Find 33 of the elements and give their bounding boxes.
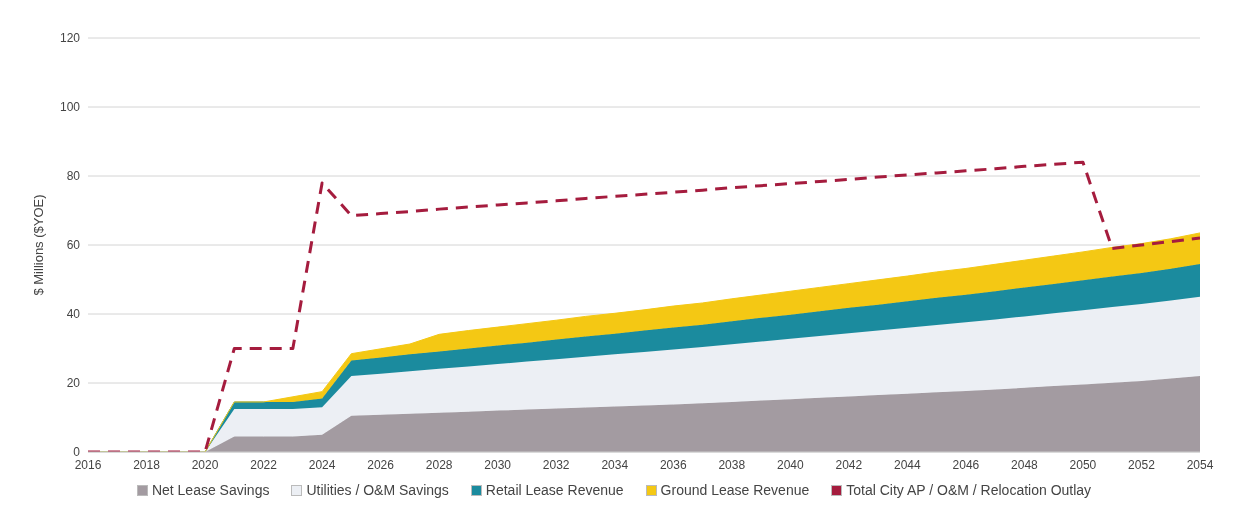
y-tick-label: 80 xyxy=(66,169,81,184)
legend-label: Utilities / O&M Savings xyxy=(306,482,449,498)
x-tick-label: 2042 xyxy=(835,457,863,472)
x-tick-label: 2030 xyxy=(484,457,512,472)
y-tick-label: 40 xyxy=(66,307,81,322)
x-tick-label: 2020 xyxy=(191,457,219,472)
x-tick-label: 2018 xyxy=(133,457,161,472)
x-tick-label: 2050 xyxy=(1069,457,1097,472)
x-tick-label: 2040 xyxy=(776,457,804,472)
x-tick-label: 2052 xyxy=(1128,457,1156,472)
x-tick-label: 2048 xyxy=(1011,457,1039,472)
x-tick-label: 2032 xyxy=(542,457,570,472)
x-tick-label: 2036 xyxy=(659,457,687,472)
y-axis-title: $ Millions ($YOE) xyxy=(30,194,46,296)
x-tick-label: 2038 xyxy=(718,457,746,472)
x-tick-label: 2046 xyxy=(952,457,980,472)
x-tick-label: 2044 xyxy=(894,457,922,472)
y-tick-label: 120 xyxy=(59,31,81,46)
legend-label: Total City AP / O&M / Relocation Outlay xyxy=(846,482,1092,498)
x-tick-label: 2024 xyxy=(308,457,336,472)
x-tick-label: 2054 xyxy=(1186,457,1214,472)
x-tick-label: 2022 xyxy=(250,457,278,472)
legend-label: Net Lease Savings xyxy=(151,482,270,498)
y-tick-label: 20 xyxy=(66,376,81,391)
legend-label: Ground Lease Revenue xyxy=(660,482,810,498)
y-tick-label: 60 xyxy=(66,238,81,253)
x-tick-label: 2026 xyxy=(367,457,395,472)
x-tick-label: 2034 xyxy=(601,457,629,472)
y-tick-label: 0 xyxy=(73,445,81,460)
y-tick-label: 100 xyxy=(59,100,81,115)
x-tick-label: 2016 xyxy=(74,457,102,472)
x-tick-label: 2028 xyxy=(425,457,453,472)
legend-label: Retail Lease Revenue xyxy=(485,482,624,498)
